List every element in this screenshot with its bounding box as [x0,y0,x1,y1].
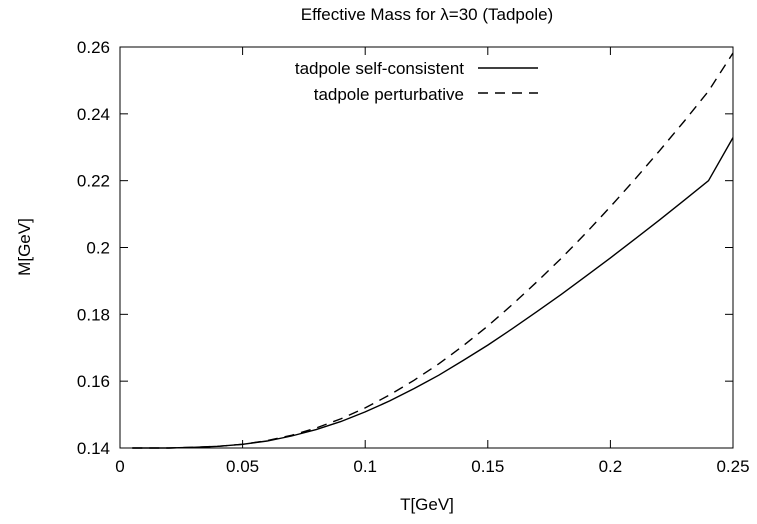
x-axis-label: T[GeV] [400,495,454,514]
series-line-self-consistent [132,137,734,449]
x-tick-label: 0.1 [353,457,377,476]
x-tick-label: 0.2 [599,457,623,476]
series-line-perturbative [132,52,734,449]
x-tick-label: 0.15 [471,457,504,476]
plot-frame [119,46,734,449]
y-tick-label: 0.24 [77,105,110,124]
data-series [132,52,734,449]
y-tick-label: 0.22 [77,172,110,191]
y-tick-label: 0.26 [77,38,110,57]
tick-labels: 0 0.05 0.1 0.15 0.2 0.25 0.14 0.16 0.18 0.2 0.22 0.… [77,38,750,476]
legend-label-perturbative: tadpole perturbative [314,85,464,104]
x-tick-label: 0.05 [226,457,259,476]
x-tick-label: 0.25 [716,457,749,476]
y-axis-label: M[GeV] [15,218,34,276]
y-tick-label: 0.18 [77,305,110,324]
y-tick-label: 0.2 [86,239,110,258]
y-tick-label: 0.16 [77,372,110,391]
y-tick-label: 0.14 [77,439,110,458]
x-tick-label: 0 [115,457,124,476]
legend: tadpole self-consistent tadpole perturba… [295,59,538,104]
axis-ticks [119,46,734,449]
legend-label-self-consistent: tadpole self-consistent [295,59,464,78]
chart-title: Effective Mass for λ=30 (Tadpole) [301,5,553,24]
